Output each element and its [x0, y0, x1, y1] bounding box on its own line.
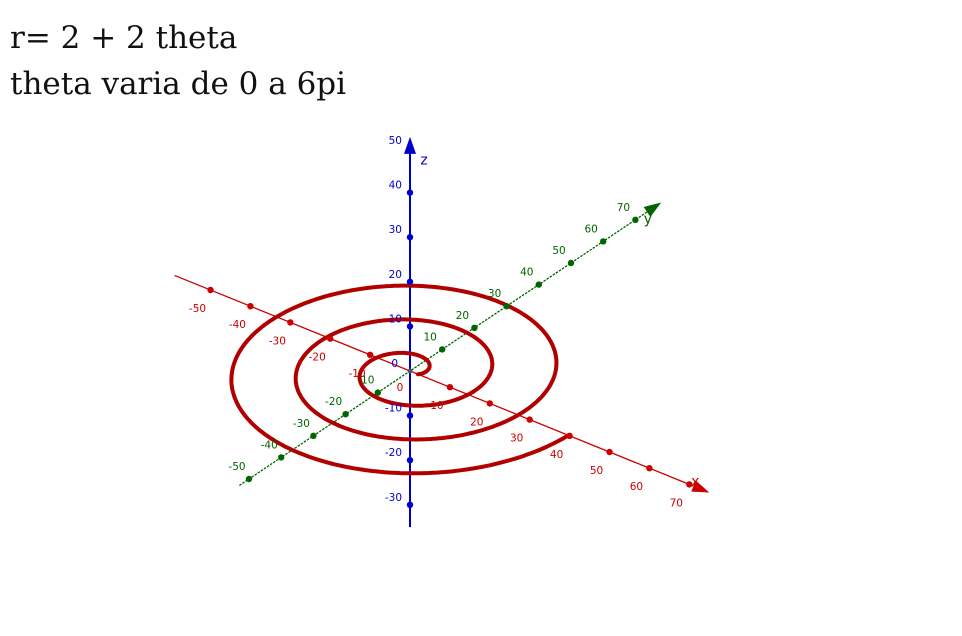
y-axis-arrow [643, 202, 662, 217]
z-tick-label: 40 [389, 180, 402, 192]
z-tick-label: -30 [385, 492, 402, 504]
z-tick-mark [406, 501, 414, 508]
y-tick-label: -40 [261, 439, 278, 451]
x-tick-mark [686, 481, 693, 488]
origin-label-x: 0 [397, 382, 404, 394]
z-tick-mark [406, 323, 414, 330]
x-tick-label: 70 [670, 497, 683, 509]
z-tick-mark [406, 189, 414, 196]
x-axis-label: x [691, 474, 699, 490]
y-tick-label: 40 [520, 267, 533, 279]
x-tick-mark [247, 303, 254, 310]
y-tick-label: 10 [424, 331, 437, 343]
y-tick-mark [374, 389, 381, 396]
y-tick-mark [535, 281, 542, 288]
y-tick-mark [503, 303, 510, 310]
x-tick-label: 40 [550, 449, 563, 461]
y-tick-label: -50 [228, 461, 245, 473]
y-tick-label: -30 [293, 418, 310, 430]
x-tick-label: 10 [430, 400, 443, 412]
x-tick-mark [366, 351, 374, 358]
x-tick-mark [207, 286, 214, 294]
y-tick-mark [471, 324, 478, 331]
x-tick-label: -10 [349, 368, 366, 380]
z-tick-label: 20 [389, 269, 402, 281]
z-tick-mark [406, 412, 414, 419]
x-tick-label: -50 [189, 303, 206, 315]
y-tick-mark [600, 238, 607, 245]
x-tick-label: -30 [269, 335, 286, 347]
y-tick-label: 30 [488, 288, 501, 300]
x-tick-label: -20 [309, 352, 326, 364]
equation-caption: r= 2 + 2 theta [10, 20, 238, 56]
spiral-curve [229, 283, 571, 476]
y-tick-mark [245, 475, 253, 483]
z-tick-label: -10 [385, 403, 402, 415]
y-tick-mark [567, 259, 575, 267]
y-tick-mark [310, 432, 317, 439]
z-tick-mark [406, 278, 414, 285]
x-tick-label: 20 [470, 416, 483, 428]
y-axis-label: y [644, 211, 652, 227]
x-tick-label: -40 [229, 319, 246, 331]
z-axis-label: z [420, 152, 427, 168]
y-tick-label: -10 [357, 375, 374, 387]
z-tick-mark [406, 457, 414, 464]
x-tick-label: 30 [510, 433, 523, 445]
x-tick-label: 60 [630, 481, 643, 493]
origin-label-z: 0 [391, 358, 398, 370]
y-tick-mark [342, 411, 349, 418]
y-tick-label: 60 [585, 223, 598, 235]
x-tick-mark [327, 335, 334, 342]
x-tick-mark [606, 448, 613, 456]
x-tick-mark [486, 400, 493, 407]
x-tick-label: 50 [590, 465, 603, 477]
z-tick-label: 30 [389, 224, 402, 236]
y-tick-label: 70 [617, 202, 630, 214]
x-tick-mark [287, 319, 294, 326]
z-tick-label: 50 [389, 135, 402, 147]
z-tick-label: -20 [385, 447, 402, 459]
z-tick-mark [406, 234, 414, 241]
y-tick-label: 20 [456, 310, 469, 322]
x-tick-mark [446, 384, 454, 391]
y-tick-label: -20 [325, 396, 342, 408]
y-tick-mark [439, 346, 446, 353]
y-tick-mark [278, 454, 285, 461]
x-tick-mark [526, 416, 533, 423]
z-tick-label: 10 [389, 313, 402, 325]
y-tick-mark [632, 216, 639, 223]
x-axis-arrow [691, 480, 710, 493]
y-tick-label: 50 [552, 245, 565, 257]
x-tick-mark [566, 432, 573, 439]
x-tick-mark [646, 465, 653, 472]
z-tick-mark [406, 144, 414, 152]
origin-point [407, 368, 413, 374]
range-caption: theta varia de 0 a 6pi [10, 66, 347, 102]
